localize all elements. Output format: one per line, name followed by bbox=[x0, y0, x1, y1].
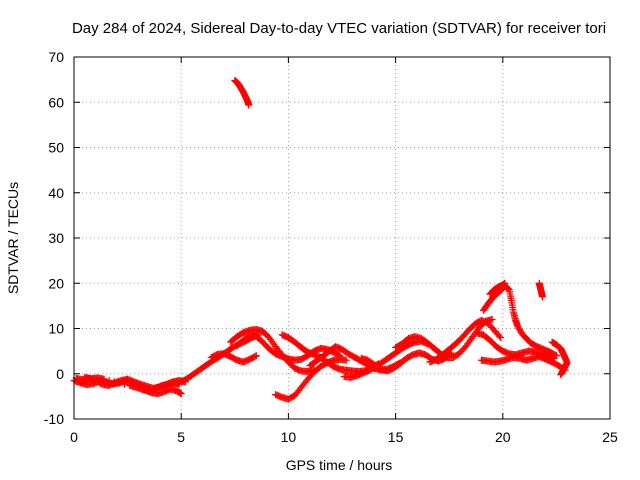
data-point bbox=[121, 380, 129, 388]
data-point bbox=[497, 334, 505, 342]
x-tick-label: 15 bbox=[388, 429, 404, 445]
data-point bbox=[177, 390, 185, 398]
data-point bbox=[100, 375, 108, 383]
grid-lines bbox=[74, 57, 610, 419]
data-point bbox=[245, 101, 253, 109]
data-point bbox=[252, 352, 260, 360]
data-points bbox=[70, 77, 571, 403]
y-tick-label: 10 bbox=[48, 321, 64, 337]
y-tick-label: 20 bbox=[48, 275, 64, 291]
x-tick-label: 25 bbox=[602, 429, 618, 445]
chart-title: Day 284 of 2024, Sidereal Day-to-day VTE… bbox=[72, 20, 606, 37]
y-tick-label: 50 bbox=[48, 140, 64, 156]
data-point bbox=[110, 378, 118, 386]
y-tick-label: 30 bbox=[48, 230, 64, 246]
y-tick-label: 40 bbox=[48, 185, 64, 201]
x-axis-label: GPS time / hours bbox=[286, 457, 393, 473]
data-point bbox=[552, 352, 560, 360]
x-tick-label: 10 bbox=[281, 429, 297, 445]
data-point bbox=[488, 315, 496, 323]
data-point bbox=[501, 279, 509, 287]
data-point bbox=[504, 284, 512, 292]
data-point bbox=[557, 371, 565, 379]
y-tick-label: -10 bbox=[44, 411, 64, 427]
data-point bbox=[115, 379, 123, 387]
y-axis-label: SDTVAR / TECUs bbox=[5, 182, 21, 294]
x-tick-label: 0 bbox=[70, 429, 78, 445]
y-tick-label: 0 bbox=[56, 366, 64, 382]
data-point bbox=[495, 332, 503, 340]
tick-labels: 0 5 10 15 20 25 -10 0 10 20 30 40 50 60 70 bbox=[44, 49, 618, 445]
plot-frame bbox=[73, 56, 611, 420]
x-tick-label: 5 bbox=[177, 429, 185, 445]
data-point bbox=[342, 356, 350, 364]
data-point bbox=[105, 376, 113, 384]
y-tick-label: 60 bbox=[48, 94, 64, 110]
x-tick-label: 20 bbox=[495, 429, 511, 445]
y-tick-label: 70 bbox=[48, 49, 64, 65]
data-point bbox=[551, 351, 559, 359]
data-point bbox=[538, 293, 546, 301]
data-point bbox=[251, 352, 259, 360]
